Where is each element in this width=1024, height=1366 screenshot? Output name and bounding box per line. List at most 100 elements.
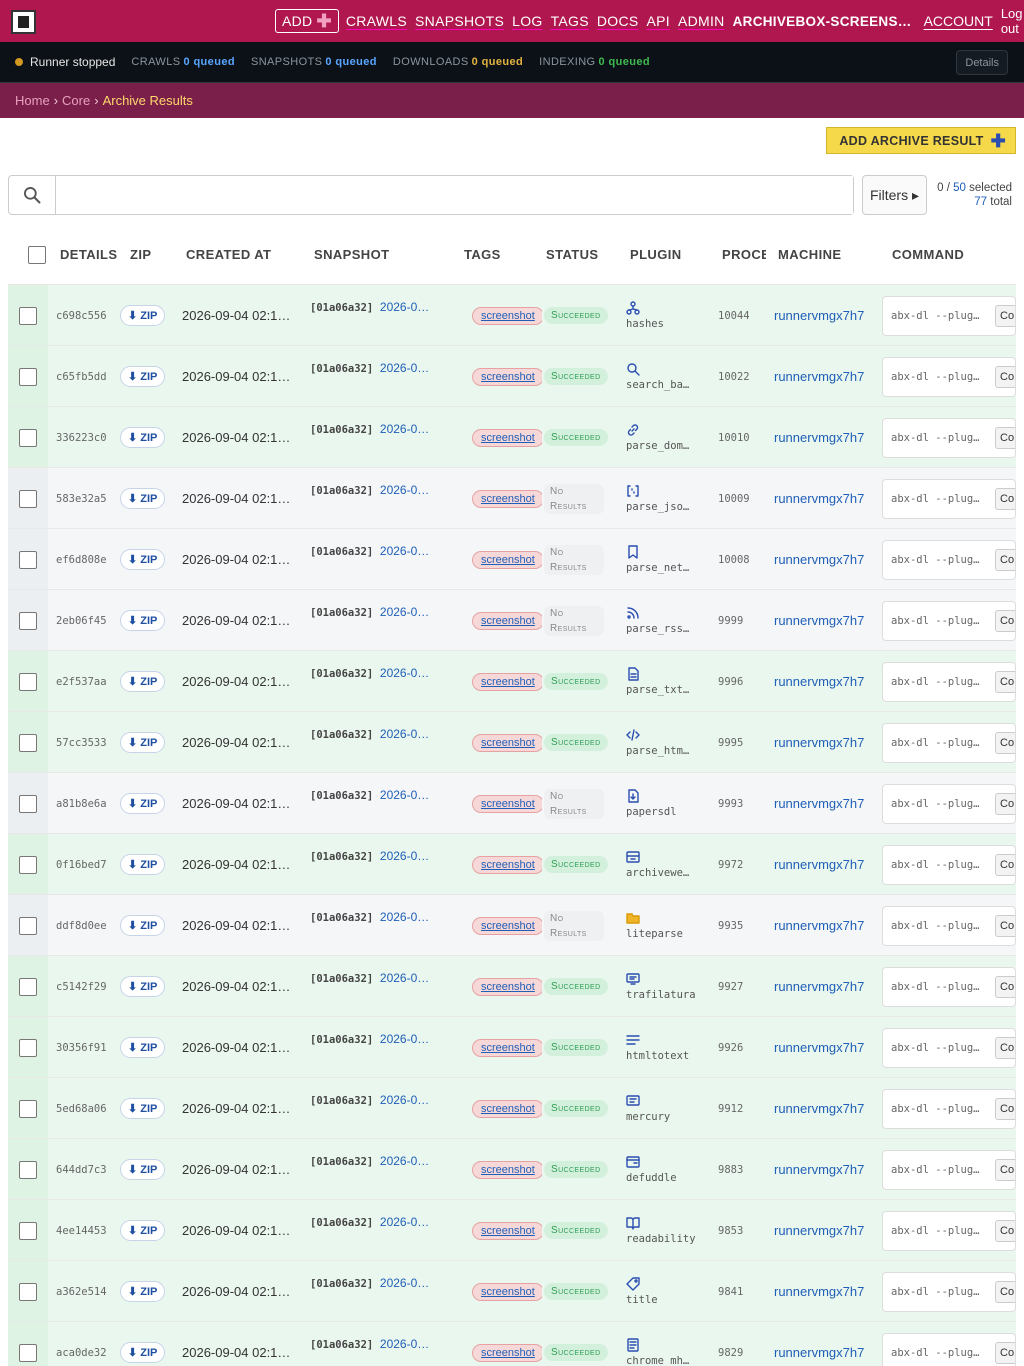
snapshot-link[interactable]: [01a06a32] 2026-0… [310, 910, 430, 924]
machine-link[interactable]: runnervmgx7h7 [774, 430, 865, 445]
copy-command-button[interactable]: Co [995, 792, 1015, 815]
snapshot-link[interactable]: [01a06a32] 2026-0… [310, 483, 430, 497]
breadcrumb-home[interactable]: Home [15, 93, 50, 108]
col-plugin[interactable]: PLUGIN [630, 247, 682, 262]
zip-download-button[interactable]: ⬇ ZIP [120, 1342, 166, 1363]
zip-download-button[interactable]: ⬇ ZIP [120, 671, 166, 692]
copy-command-button[interactable]: Co [995, 731, 1015, 754]
copy-command-button[interactable]: Co [995, 1341, 1015, 1364]
plugin-link[interactable]: papersdl [626, 806, 677, 818]
copy-command-button[interactable]: Co [995, 548, 1015, 571]
tag-badge[interactable]: screenshot [472, 855, 542, 874]
plugin-link[interactable]: defuddle [626, 1172, 677, 1184]
col-snapshot[interactable]: SNAPSHOT [314, 247, 390, 262]
process-link[interactable]: 9996 [718, 675, 744, 688]
snapshot-link[interactable]: [01a06a32] 2026-0… [310, 788, 430, 802]
tag-badge[interactable]: screenshot [472, 428, 542, 447]
row-checkbox[interactable] [19, 550, 37, 569]
plugin-link[interactable]: chrome_mh… [626, 1355, 690, 1366]
tag-badge[interactable]: screenshot [472, 306, 542, 325]
row-checkbox[interactable] [19, 916, 37, 935]
result-id-link[interactable]: c698c556 [56, 309, 107, 322]
zip-download-button[interactable]: ⬇ ZIP [120, 732, 166, 753]
process-link[interactable]: 9995 [718, 736, 744, 749]
machine-link[interactable]: runnervmgx7h7 [774, 1040, 865, 1055]
row-checkbox[interactable] [19, 855, 37, 874]
result-id-link[interactable]: c5142f29 [56, 980, 107, 993]
result-id-link[interactable]: 644dd7c3 [56, 1163, 107, 1176]
result-id-link[interactable]: a81b8e6a [56, 797, 107, 810]
col-tags[interactable]: TAGS [464, 247, 501, 262]
row-checkbox[interactable] [19, 428, 37, 447]
row-checkbox[interactable] [19, 733, 37, 752]
result-id-link[interactable]: a362e514 [56, 1285, 107, 1298]
zip-download-button[interactable]: ⬇ ZIP [120, 427, 166, 448]
nav-snapshots[interactable]: SNAPSHOTS [415, 13, 505, 29]
machine-link[interactable]: runnervmgx7h7 [774, 1345, 865, 1360]
copy-command-button[interactable]: Co [995, 853, 1015, 876]
snapshot-link[interactable]: [01a06a32] 2026-0… [310, 361, 430, 375]
zip-download-button[interactable]: ⬇ ZIP [120, 1098, 166, 1119]
snapshot-link[interactable]: [01a06a32] 2026-0… [310, 1032, 430, 1046]
copy-command-button[interactable]: Co [995, 1036, 1015, 1059]
result-id-link[interactable]: aca0de32 [56, 1346, 107, 1359]
plugin-link[interactable]: htmltotext [626, 1050, 690, 1062]
details-button[interactable]: Details [956, 50, 1008, 75]
copy-command-button[interactable]: Co [995, 670, 1015, 693]
result-id-link[interactable]: ddf8d0ee [56, 919, 107, 932]
process-link[interactable]: 10008 [718, 553, 750, 566]
snapshot-link[interactable]: [01a06a32] 2026-0… [310, 727, 430, 741]
copy-command-button[interactable]: Co [995, 365, 1015, 388]
archivebox-logo-icon[interactable] [11, 10, 36, 34]
row-checkbox[interactable] [19, 672, 37, 691]
tag-badge[interactable]: screenshot [472, 672, 542, 691]
col-status[interactable]: STATUS [546, 247, 599, 262]
snapshot-link[interactable]: [01a06a32] 2026-0… [310, 971, 430, 985]
process-link[interactable]: 10044 [718, 309, 750, 322]
nav-tags[interactable]: TAGS [550, 13, 589, 29]
nav-add-button[interactable]: ADD ✚ [275, 9, 339, 33]
result-id-link[interactable]: 5ed68a06 [56, 1102, 107, 1115]
plugin-link[interactable]: search_ba… [626, 379, 690, 391]
zip-download-button[interactable]: ⬇ ZIP [120, 915, 166, 936]
zip-download-button[interactable]: ⬇ ZIP [120, 488, 166, 509]
total-count-link[interactable]: 77 [974, 196, 988, 208]
copy-command-button[interactable]: Co [995, 609, 1015, 632]
row-checkbox[interactable] [19, 1160, 37, 1179]
zip-download-button[interactable]: ⬇ ZIP [120, 793, 166, 814]
plugin-link[interactable]: hashes [626, 318, 664, 330]
select-all-checkbox[interactable] [28, 246, 46, 264]
process-link[interactable]: 9993 [718, 797, 744, 810]
row-checkbox[interactable] [19, 367, 37, 386]
result-id-link[interactable]: ef6d808e [56, 553, 107, 566]
process-link[interactable]: 9841 [718, 1285, 744, 1298]
search-input[interactable] [56, 176, 853, 214]
result-id-link[interactable]: e2f537aa [56, 675, 107, 688]
machine-link[interactable]: runnervmgx7h7 [774, 918, 865, 933]
snapshot-link[interactable]: [01a06a32] 2026-0… [310, 300, 430, 314]
row-checkbox[interactable] [19, 306, 37, 325]
row-checkbox[interactable] [19, 489, 37, 508]
row-checkbox[interactable] [19, 1038, 37, 1057]
tag-badge[interactable]: screenshot [472, 733, 542, 752]
tag-badge[interactable]: screenshot [472, 1099, 542, 1118]
result-id-link[interactable]: 2eb06f45 [56, 614, 107, 627]
result-id-link[interactable]: 336223c0 [56, 431, 107, 444]
result-id-link[interactable]: 57cc3533 [56, 736, 107, 749]
copy-command-button[interactable]: Co [995, 1280, 1015, 1303]
tag-badge[interactable]: screenshot [472, 550, 542, 569]
process-link[interactable]: 9912 [718, 1102, 744, 1115]
plugin-link[interactable]: archivewe… [626, 867, 690, 879]
tag-badge[interactable]: screenshot [472, 977, 542, 996]
filters-button[interactable]: Filters ▸ [862, 175, 927, 215]
machine-link[interactable]: runnervmgx7h7 [774, 613, 865, 628]
row-checkbox[interactable] [19, 1343, 37, 1362]
plugin-link[interactable]: parse_htm… [626, 745, 690, 757]
plugin-link[interactable]: mercury [626, 1111, 671, 1123]
process-link[interactable]: 10009 [718, 492, 750, 505]
copy-command-button[interactable]: Co [995, 487, 1015, 510]
snapshot-link[interactable]: [01a06a32] 2026-0… [310, 605, 430, 619]
process-link[interactable]: 9883 [718, 1163, 744, 1176]
machine-link[interactable]: runnervmgx7h7 [774, 979, 865, 994]
machine-link[interactable]: runnervmgx7h7 [774, 735, 865, 750]
